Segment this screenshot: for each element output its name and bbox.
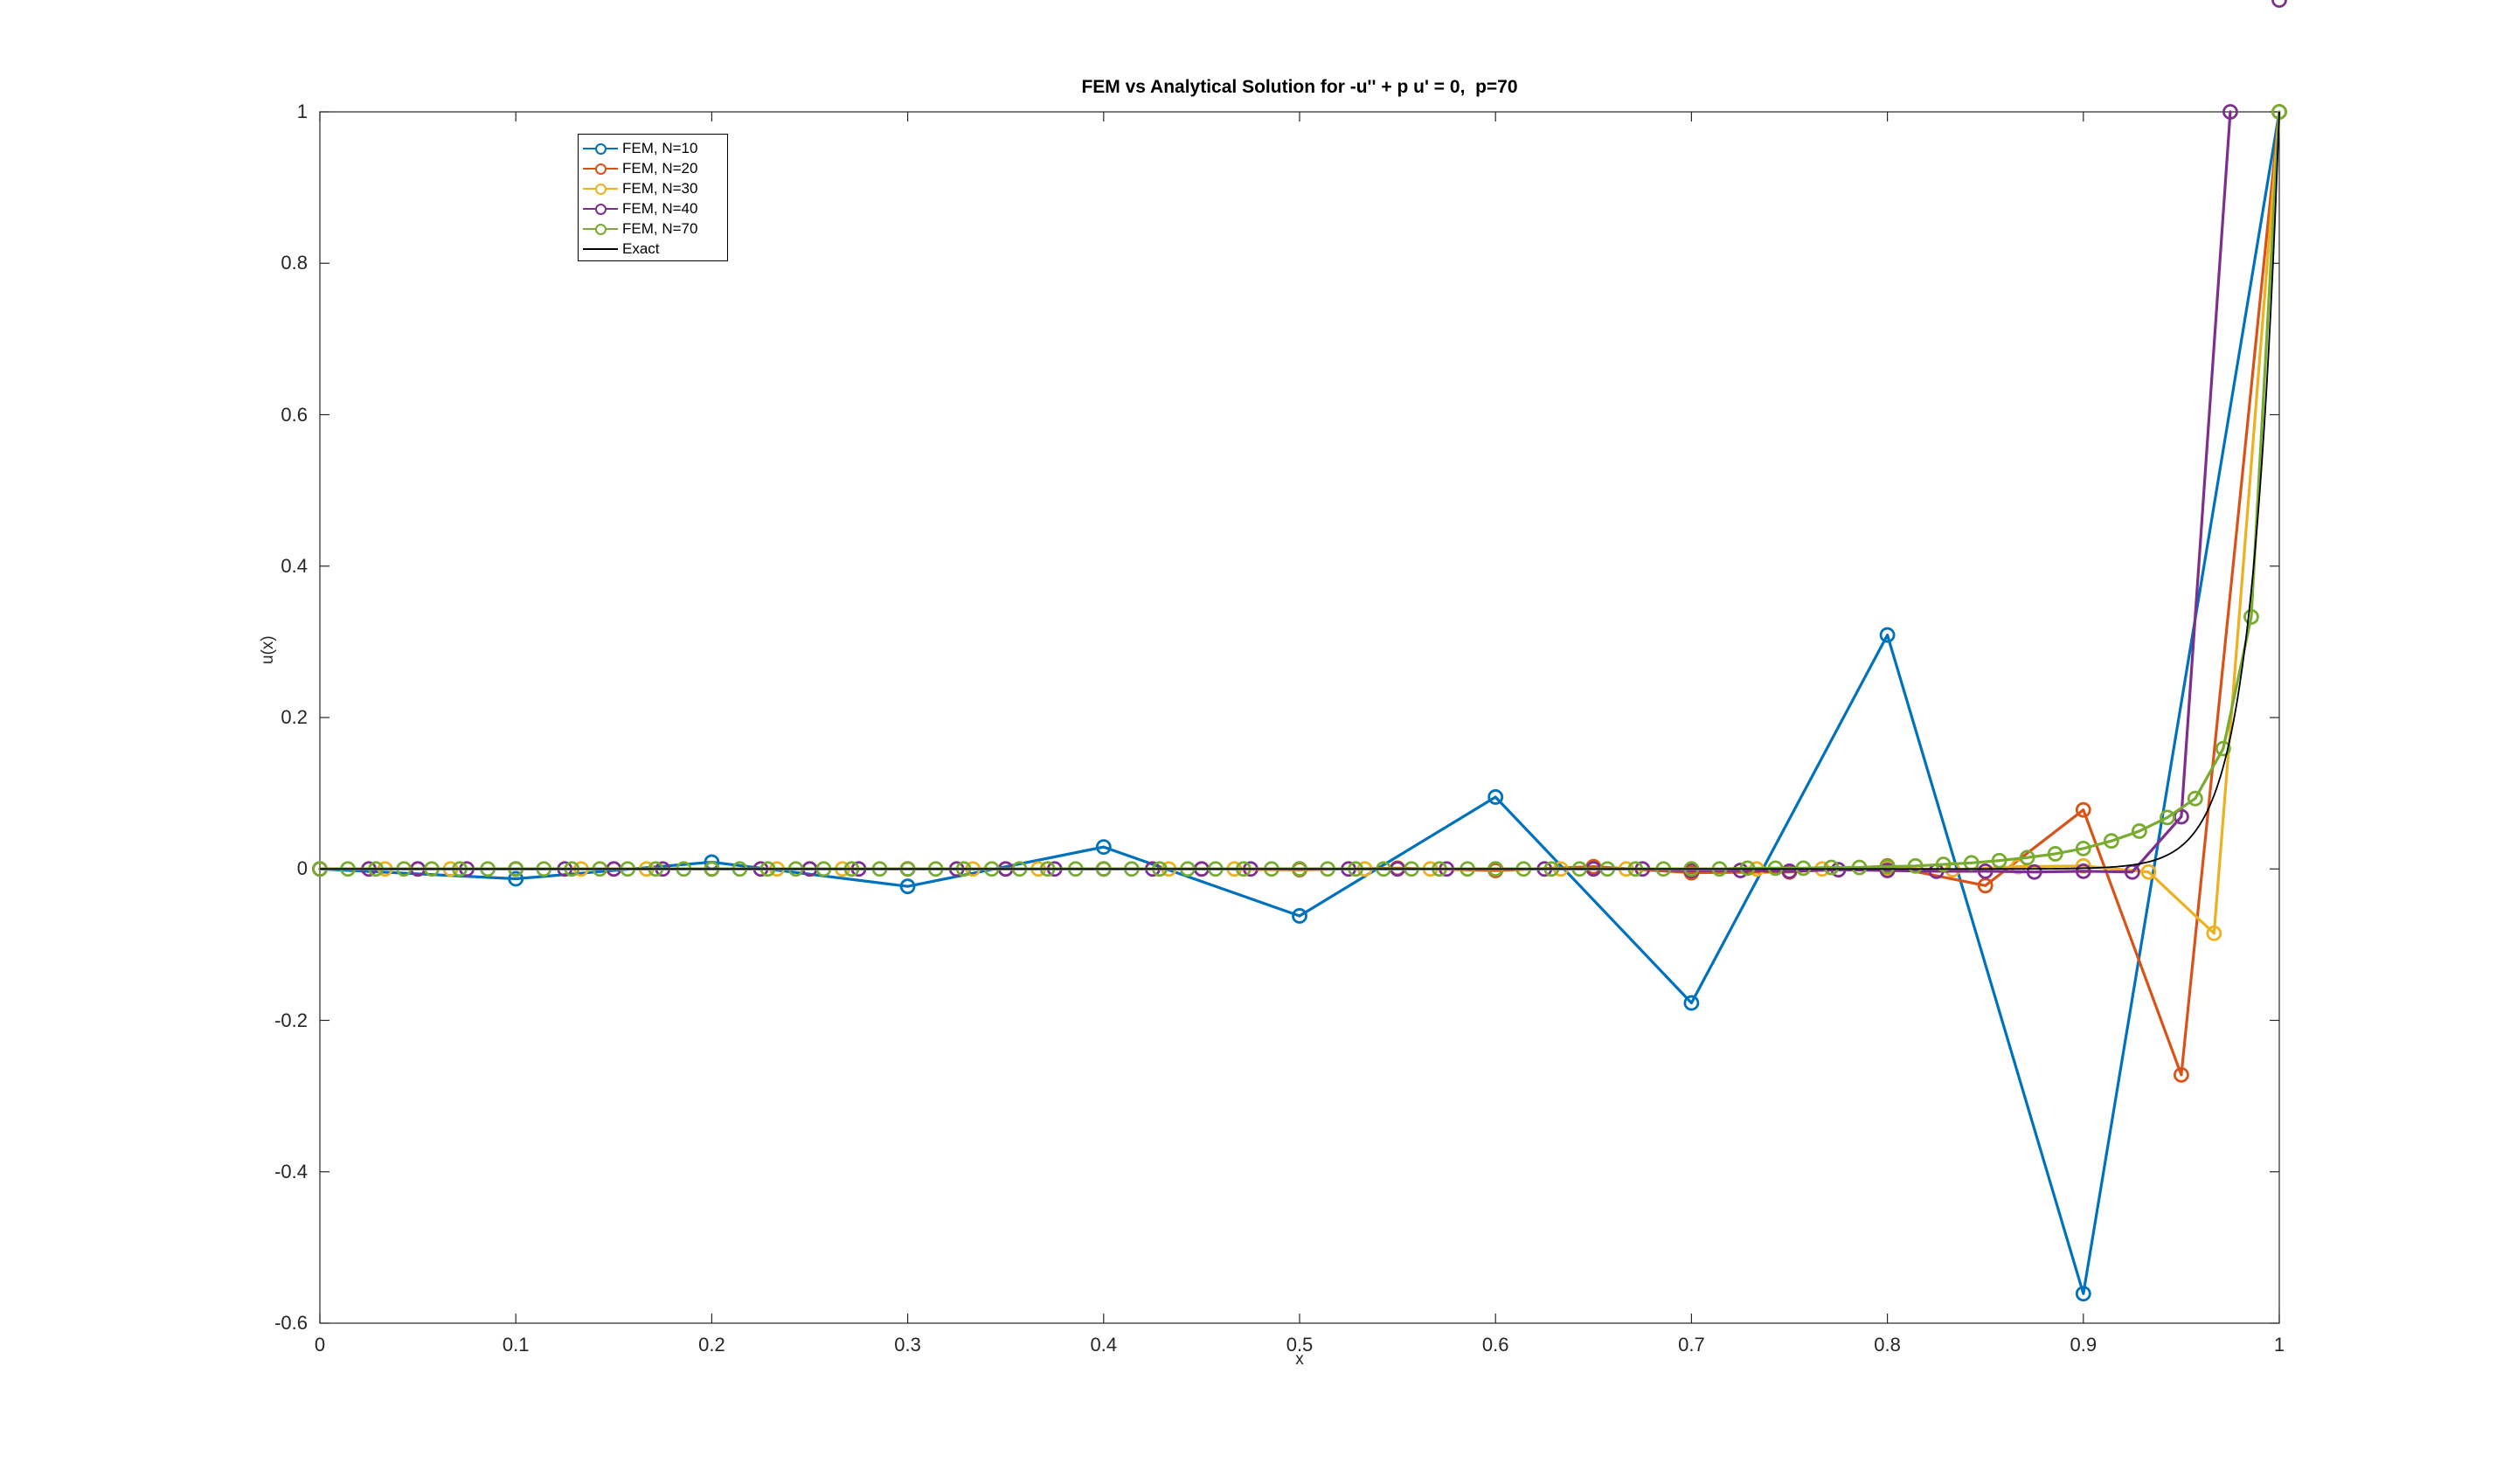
data-point-marker	[2222, 104, 2238, 120]
data-point-marker	[1907, 857, 1924, 874]
legend-swatch	[583, 223, 618, 235]
data-point-marker	[1991, 852, 2007, 869]
data-point-marker	[2243, 608, 2259, 625]
data-point-marker	[2075, 863, 2091, 879]
y-tick-label: 0.6	[281, 403, 308, 426]
series-fem-n-10	[312, 104, 2287, 1302]
legend-item-3[interactable]: FEM, N=40	[579, 198, 727, 218]
data-point-marker	[2010, 858, 2027, 875]
data-point-marker	[2075, 1286, 2091, 1302]
data-point-marker	[1879, 858, 1896, 875]
y-tick-label: -0.6	[274, 1312, 308, 1334]
legend-item-5[interactable]: Exact	[579, 239, 727, 259]
data-point-marker	[2103, 833, 2119, 849]
data-point-marker	[1935, 856, 1952, 872]
x-tick-label: 1	[2273, 1334, 2285, 1356]
legend-label: FEM, N=20	[622, 160, 698, 177]
data-point-marker	[2160, 809, 2175, 826]
x-tick-label: 0.4	[1090, 1334, 1118, 1356]
legend-item-2[interactable]: FEM, N=30	[579, 178, 727, 198]
data-point-marker	[1732, 863, 1749, 878]
y-tick-label: 0.4	[281, 554, 308, 577]
x-tick-label: 0.8	[1874, 1334, 1901, 1356]
legend-swatch	[583, 183, 618, 195]
y-axis-tick-labels: -0.6 -0.4 -0.2 0 0.2 0.4 0.6 0.8 1	[205, 0, 309, 1484]
y-tick-label: -0.4	[274, 1160, 308, 1182]
data-point-marker	[2026, 863, 2042, 880]
data-point-marker	[1977, 877, 1993, 894]
x-tick-label: 0.5	[1286, 1334, 1314, 1356]
legend-marker-circle-icon	[595, 184, 607, 195]
x-tick-label: 0	[314, 1334, 326, 1356]
legend-marker-circle-icon	[595, 143, 607, 155]
data-point-marker	[2215, 740, 2231, 757]
data-point-marker	[508, 870, 524, 887]
legend[interactable]: FEM, N=10 FEM, N=20 FEM, N=30 FEM, N=40 FEM,…	[578, 134, 728, 261]
legend-swatch	[583, 203, 618, 215]
y-tick-label: 1	[296, 101, 308, 122]
legend-swatch	[583, 163, 618, 175]
x-tick-label: 0.7	[1678, 1334, 1705, 1356]
x-tick-label: 0.3	[894, 1334, 921, 1356]
x-tick-label: 0.1	[502, 1334, 530, 1356]
data-point-marker	[2187, 790, 2203, 807]
data-point-marker	[1851, 859, 1868, 876]
axes-frame	[319, 111, 2280, 1324]
data-point-marker	[2132, 823, 2147, 839]
legend-label: FEM, N=40	[622, 200, 698, 217]
data-point-marker	[1977, 863, 1993, 879]
legend-label: FEM, N=10	[622, 140, 698, 156]
legend-marker-circle-icon	[595, 163, 607, 175]
data-point-marker	[1781, 863, 1798, 879]
x-tick-label: 0.6	[1481, 1334, 1509, 1356]
series-exact	[320, 111, 2280, 870]
legend-item-4[interactable]: FEM, N=70	[579, 218, 727, 239]
data-point-marker	[2075, 801, 2091, 818]
y-tick-label: 0	[296, 857, 308, 880]
y-tick-label: 0.2	[281, 706, 308, 728]
legend-line	[583, 248, 618, 250]
data-point-marker	[899, 878, 916, 895]
data-point-marker	[2047, 846, 2063, 862]
x-axis-label: x	[1295, 1350, 1304, 1369]
legend-label: Exact	[622, 240, 660, 257]
data-point-marker	[1292, 908, 1307, 924]
data-point-marker	[1683, 995, 1700, 1011]
x-tick-label: 0.2	[698, 1334, 725, 1356]
legend-swatch	[583, 142, 618, 155]
legend-item-0[interactable]: FEM, N=10	[579, 138, 727, 158]
data-point-marker	[2019, 849, 2035, 866]
data-point-marker	[2173, 1066, 2189, 1083]
legend-label: FEM, N=70	[622, 220, 698, 237]
data-point-marker	[1095, 839, 1112, 856]
y-tick-label: 0.8	[281, 252, 308, 274]
data-point-marker	[2271, 0, 2287, 8]
data-point-marker	[1823, 859, 1840, 876]
legend-marker-circle-icon	[595, 204, 607, 215]
axis-ticks	[319, 111, 2280, 1324]
data-point-marker	[1487, 789, 1504, 805]
series-fem-n-40	[312, 0, 2287, 880]
legend-item-1[interactable]: FEM, N=20	[579, 158, 727, 178]
data-point-marker	[2075, 840, 2091, 856]
legend-label: FEM, N=30	[622, 180, 698, 197]
data-series-layer	[312, 0, 2287, 1302]
x-tick-label: 0.9	[2070, 1334, 2098, 1356]
page-title: FEM vs Analytical Solution for -u'' + p …	[1081, 77, 1518, 97]
legend-marker-circle-icon	[595, 224, 607, 235]
exact-curve	[320, 111, 2280, 870]
axes-box	[319, 111, 2280, 1324]
legend-swatch	[583, 243, 618, 255]
data-point-marker	[2206, 925, 2222, 941]
series-line	[318, 110, 2281, 1295]
data-point-marker	[2140, 863, 2157, 880]
data-point-marker	[1879, 627, 1896, 643]
y-tick-label: -0.2	[274, 1009, 308, 1031]
